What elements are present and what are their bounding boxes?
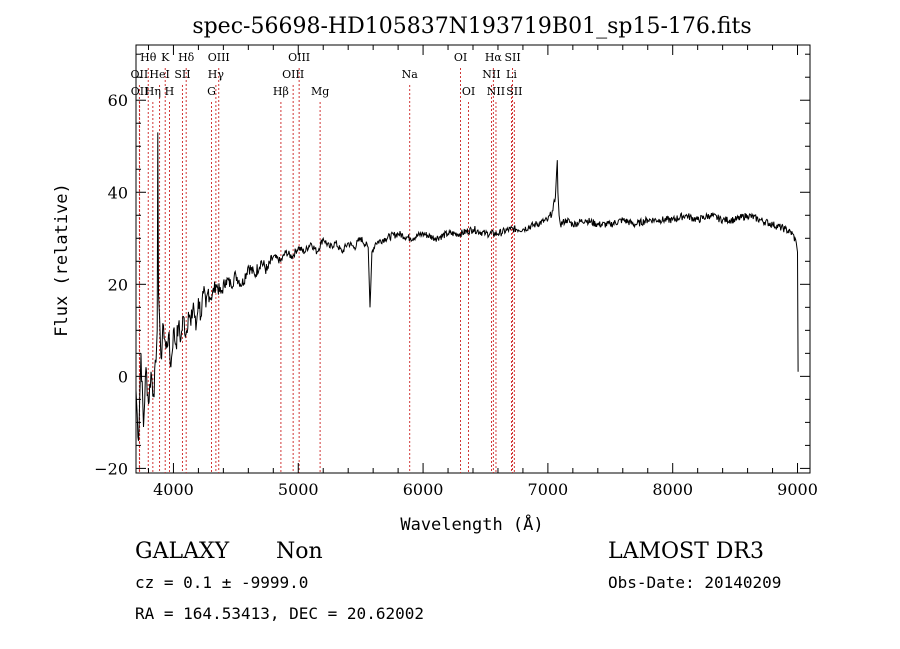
line-marker-label: OI xyxy=(462,85,475,98)
x-tick-label: 7000 xyxy=(528,480,569,499)
y-tick-label: 20 xyxy=(108,275,128,294)
line-marker-label: OIII xyxy=(282,68,304,81)
line-marker-label: OI xyxy=(454,51,467,64)
x-tick-label: 8000 xyxy=(652,480,693,499)
line-marker-label: OIII xyxy=(208,51,230,64)
line-marker-label: SII xyxy=(506,85,522,98)
line-markers xyxy=(138,68,515,473)
line-marker-label: NII xyxy=(482,68,500,81)
line-marker-label: OIII xyxy=(288,51,310,64)
line-marker-label: Hα xyxy=(485,51,503,64)
line-marker-labels: OII OII Hθ Hη HeI K H Hδ SII OIII Hγ G Hβ OIII OIII Mg N… xyxy=(131,51,523,98)
line-marker-label: Hβ xyxy=(273,85,289,98)
x-axis-label: Wavelength (Å) xyxy=(400,513,543,535)
info-panel: GALAXY Non LAMOST DR3 cz = 0.1 ± -9999.0… xyxy=(135,539,781,623)
y-axis-ticks: −20 0 20 40 60 xyxy=(94,53,810,478)
spectrum-line xyxy=(135,132,799,441)
object-subclass: Non xyxy=(276,539,323,564)
line-marker-label: Hη xyxy=(145,85,161,98)
line-marker-label: Hγ xyxy=(208,68,225,81)
line-marker-label: Hθ xyxy=(140,51,157,64)
x-axis-ticks: 4000 5000 6000 7000 8000 9000 xyxy=(147,45,818,499)
line-marker-label: SII xyxy=(174,68,190,81)
chart-title: spec-56698-HD105837N193719B01_sp15-176.f… xyxy=(192,14,751,39)
survey-name: LAMOST DR3 xyxy=(608,539,764,564)
x-tick-label: 6000 xyxy=(403,480,444,499)
y-tick-label: 0 xyxy=(118,367,128,386)
line-marker-label: K xyxy=(161,51,170,64)
x-tick-label: 5000 xyxy=(278,480,319,499)
line-marker-label: NII xyxy=(487,85,505,98)
y-tick-label: 40 xyxy=(108,183,128,202)
plot-frame xyxy=(135,44,811,474)
line-marker-label: Hδ xyxy=(178,51,195,64)
x-tick-label: 9000 xyxy=(777,480,818,499)
line-marker-label: H xyxy=(165,85,175,98)
line-marker-label: Mg xyxy=(311,85,329,98)
y-tick-label: 60 xyxy=(108,91,128,110)
y-tick-label: −20 xyxy=(94,459,128,478)
plot-border xyxy=(135,44,811,474)
line-marker-label: HeI xyxy=(149,68,169,81)
x-tick-label: 4000 xyxy=(153,480,194,499)
line-marker-label: OII xyxy=(131,85,149,98)
obs-date: Obs-Date: 20140209 xyxy=(608,573,781,592)
line-marker-label: Na xyxy=(402,68,419,81)
redshift-readout: cz = 0.1 ± -9999.0 xyxy=(135,573,308,592)
object-class: GALAXY xyxy=(135,539,230,564)
line-marker-label: OII xyxy=(131,68,149,81)
line-marker-label: SII xyxy=(504,51,520,64)
line-marker-label: Li xyxy=(506,68,517,81)
line-marker-label: G xyxy=(207,85,216,98)
coordinates: RA = 164.53413, DEC = 20.62002 xyxy=(135,604,424,623)
y-axis-label: Flux (relative) xyxy=(52,183,72,337)
